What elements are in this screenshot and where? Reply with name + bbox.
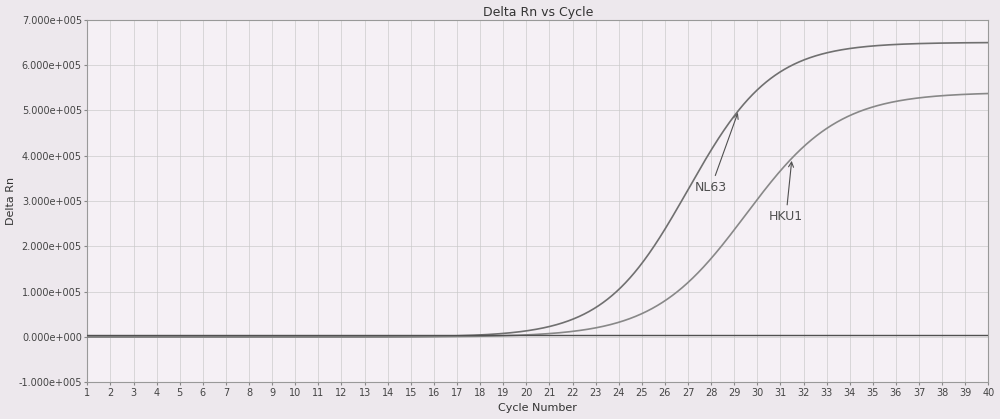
Y-axis label: Delta Rn: Delta Rn <box>6 177 16 225</box>
Text: HKU1: HKU1 <box>769 162 803 223</box>
Title: Delta Rn vs Cycle: Delta Rn vs Cycle <box>483 5 593 18</box>
X-axis label: Cycle Number: Cycle Number <box>498 403 577 414</box>
Text: NL63: NL63 <box>695 114 738 194</box>
